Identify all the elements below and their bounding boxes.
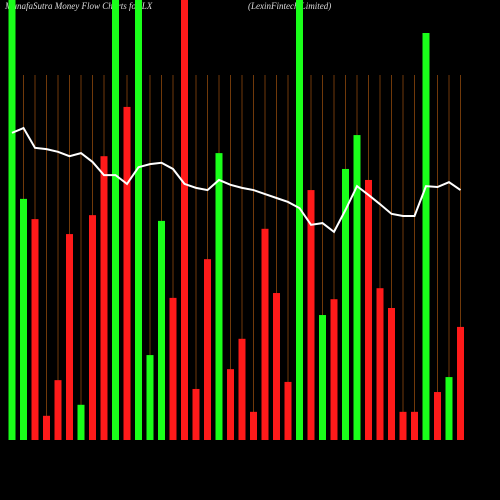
bar xyxy=(169,297,177,440)
bar xyxy=(376,288,384,440)
bar xyxy=(273,293,280,440)
bar xyxy=(399,411,407,440)
bar xyxy=(89,215,96,440)
bar xyxy=(457,326,464,440)
bar xyxy=(284,381,292,440)
chart-title: MunafaSutra Money Flow Charts for LX xyxy=(4,1,153,11)
bar xyxy=(238,338,246,440)
bar xyxy=(8,0,16,440)
bar xyxy=(388,308,395,440)
bar xyxy=(204,259,211,440)
bar xyxy=(261,228,269,440)
bar xyxy=(365,179,372,440)
bar xyxy=(411,411,418,440)
bar xyxy=(227,369,234,440)
bar xyxy=(158,220,165,440)
flow-line xyxy=(11,126,462,234)
bar xyxy=(181,0,188,440)
bar xyxy=(319,315,326,440)
bar xyxy=(215,153,223,440)
bar xyxy=(250,411,257,440)
bar xyxy=(66,234,73,440)
bar xyxy=(43,415,50,440)
bar xyxy=(330,299,338,440)
bar xyxy=(296,0,303,440)
bar xyxy=(445,377,453,440)
bar xyxy=(20,198,27,440)
bar xyxy=(100,156,108,440)
bar xyxy=(112,0,119,440)
bar xyxy=(192,388,200,440)
bar xyxy=(77,404,85,440)
bar xyxy=(31,219,39,440)
bar xyxy=(146,355,154,440)
bar xyxy=(135,0,142,440)
bar xyxy=(434,392,441,440)
chart-subtitle: (LexinFintech Limited) xyxy=(248,1,331,11)
bar xyxy=(123,106,131,441)
bar xyxy=(54,380,62,440)
bar xyxy=(342,168,349,440)
bar xyxy=(422,33,430,440)
bar xyxy=(353,135,361,440)
bar xyxy=(307,190,315,440)
